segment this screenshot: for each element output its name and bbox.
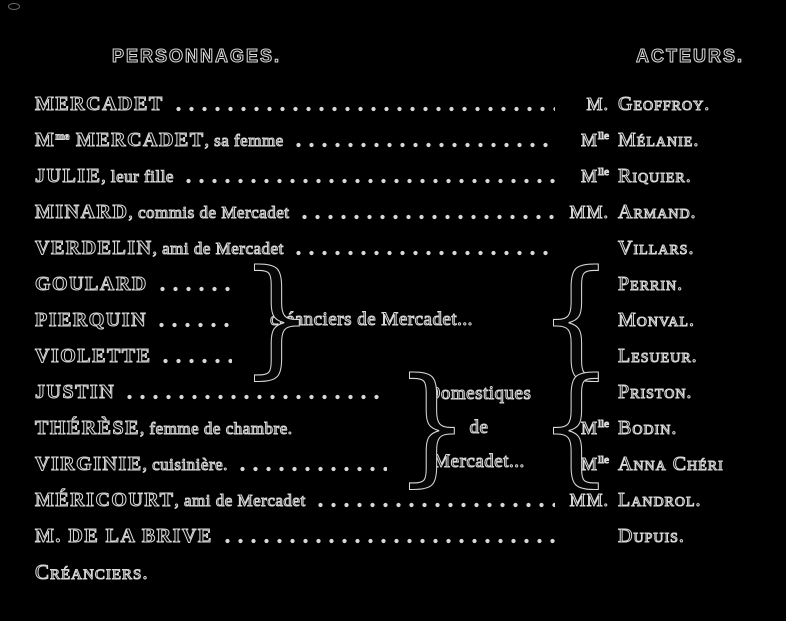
actor-name: Dupuis. — [618, 524, 685, 547]
actor-name: Perrin. — [617, 272, 684, 295]
character-name: M. DE LA BRIVE — [35, 524, 213, 547]
cast-table: MERCADET M. Geoffroy. Mme MERCADET, sa fe… — [34, 86, 751, 590]
cast-row-verdelin: VERDELIN, ami de Mercadet Villars. — [35, 230, 751, 266]
group-label-creanciers: créanciers de Mercadet... — [270, 309, 473, 331]
character-name: Mme MERCADET, sa femme — [34, 128, 284, 151]
cast-row-mme-mercadet: Mme MERCADET, sa femme Mlle Mélanie. — [34, 122, 751, 158]
character-name: MERCADET — [35, 92, 164, 115]
dot-leader — [123, 393, 387, 401]
creditors-members: GOULARD PIERQUIN VIOLETTE — [34, 266, 240, 374]
close-brace-glyph: } — [395, 351, 470, 500]
actor-name: Mlle Bodin. — [580, 416, 678, 439]
cast-row-minard: MINARD, commis de Mercadet MM. Armand. — [34, 194, 751, 230]
group-label-domestiques: Domestiques de Mercadet... — [426, 383, 532, 473]
cast-row-violette: VIOLETTE — [34, 338, 240, 374]
open-brace-glyph: { — [539, 351, 614, 500]
dot-leader — [313, 501, 555, 509]
actor-name: Monval. — [618, 308, 695, 331]
creditors-actors: Perrin. Monval. Lesueur. — [563, 266, 751, 374]
actor-name: MM. Landrol. — [569, 488, 702, 511]
dot-leader — [155, 285, 232, 293]
actor-name: Mlle Mélanie. — [580, 128, 700, 151]
cast-row-therese: THÉRÈSE, femme de chambre. — [35, 416, 293, 439]
cast-row-mericourt: MÉRICOURT, ami de Mercadet MM. Landrol. — [34, 482, 751, 518]
acteurs-header: ACTEURS. — [635, 46, 745, 67]
dot-leader — [291, 249, 555, 257]
cast-row-julie: JULIE, leur fille Mlle Riquier. — [34, 158, 751, 194]
character-name: MINARD, commis de Mercadet — [34, 200, 290, 223]
actor-name: M. Geoffroy. — [586, 92, 711, 115]
dot-leader — [155, 321, 232, 329]
creanciers-label: Créanciers. — [35, 559, 149, 584]
servants-group: JUSTIN THÉRÈSE, femme de chambre. VIRGIN… — [34, 361, 751, 490]
actor-name: Priston. — [617, 380, 693, 403]
dot-leader — [297, 213, 555, 221]
dot-leader — [181, 177, 555, 185]
scan-artifact — [8, 3, 20, 10]
servants-actors: Priston. Mlle Bodin. Mlle Anna Chéri — [563, 374, 751, 482]
dot-leader — [291, 141, 555, 149]
cast-row-mercadet: MERCADET M. Geoffroy. — [35, 86, 751, 122]
dot-leader — [159, 357, 232, 365]
actor-name: Villars. — [617, 236, 695, 259]
actor-name: Mlle Anna Chéri — [580, 452, 724, 475]
cast-row-justin: JUSTIN — [34, 374, 395, 410]
creanciers-footer-row: Créanciers. — [35, 554, 751, 590]
actor-name: MM. Armand. — [569, 200, 697, 223]
dot-leader — [220, 537, 555, 545]
actor-name: Lesueur. — [618, 344, 698, 367]
creditors-group: GOULARD PIERQUIN VIOLETTE } créanciers d… — [34, 253, 751, 382]
dot-leader — [235, 465, 387, 473]
character-name: JULIE, leur fille — [34, 164, 174, 187]
close-brace-glyph: } — [240, 243, 315, 392]
character-name: MÉRICOURT, ami de Mercadet — [34, 488, 306, 511]
servants-members: JUSTIN THÉRÈSE, femme de chambre. VIRGIN… — [34, 374, 395, 482]
cast-row-virginie: VIRGINIE, cuisinière. — [35, 446, 395, 482]
cast-row-de-la-brive: M. DE LA BRIVE Dupuis. — [35, 518, 751, 554]
cast-row-goulard: GOULARD — [35, 266, 240, 302]
cast-row-pierquin: PIERQUIN — [34, 302, 240, 338]
character-name: VERDELIN, ami de Mercadet — [35, 236, 284, 259]
dot-leader — [171, 105, 555, 113]
personnages-header: PERSONNAGES. — [111, 46, 282, 67]
actor-name: Mlle Riquier. — [580, 164, 692, 187]
